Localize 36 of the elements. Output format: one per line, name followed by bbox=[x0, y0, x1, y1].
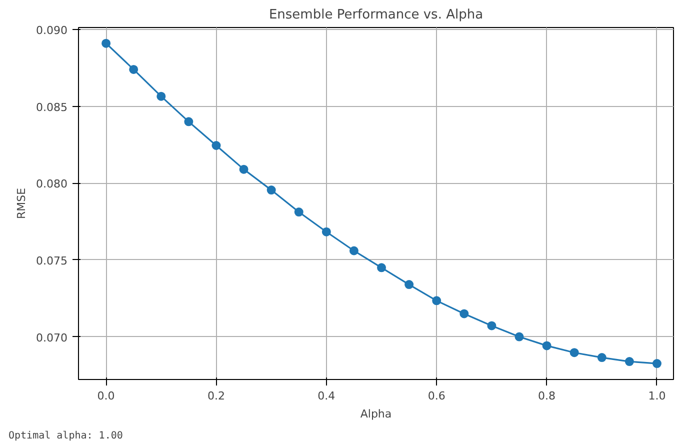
y-tick-label: 0.075 bbox=[36, 254, 68, 268]
point bbox=[432, 296, 442, 306]
y-tick-label: 0.070 bbox=[36, 331, 68, 344]
point bbox=[266, 186, 276, 195]
point bbox=[624, 357, 634, 366]
y-axis-title: RMSE bbox=[15, 188, 28, 220]
point bbox=[514, 332, 524, 342]
x-tick-label: 0.0 bbox=[97, 390, 115, 402]
x-tick-label: 0.6 bbox=[428, 390, 446, 402]
point bbox=[570, 348, 579, 358]
point bbox=[184, 117, 194, 126]
point bbox=[322, 227, 331, 236]
point bbox=[129, 64, 138, 74]
point bbox=[542, 341, 552, 350]
point bbox=[652, 359, 662, 368]
text: Optimal alpha: 1.00 bbox=[8, 430, 123, 442]
point bbox=[460, 309, 469, 318]
chart-title: Ensemble Performance vs. Alpha bbox=[268, 8, 484, 22]
y-tick-label: 0.090 bbox=[36, 24, 68, 37]
point bbox=[597, 353, 606, 362]
point bbox=[102, 38, 111, 48]
point bbox=[212, 141, 221, 150]
y-tick-label: 0.085 bbox=[36, 100, 68, 114]
x-tick-label: 1.0 bbox=[648, 390, 666, 402]
x-tick-label: 0.4 bbox=[318, 390, 336, 402]
point bbox=[156, 92, 166, 101]
point bbox=[404, 280, 414, 290]
x-tick-label: 0.2 bbox=[207, 390, 225, 402]
point bbox=[377, 263, 386, 272]
point bbox=[239, 164, 248, 174]
x-axis-title: Alpha bbox=[360, 408, 392, 420]
x-tick-label: 0.8 bbox=[538, 390, 556, 402]
y-tick-label: 0.080 bbox=[36, 178, 68, 191]
point bbox=[294, 208, 304, 217]
point bbox=[349, 246, 358, 256]
point bbox=[487, 321, 496, 330]
